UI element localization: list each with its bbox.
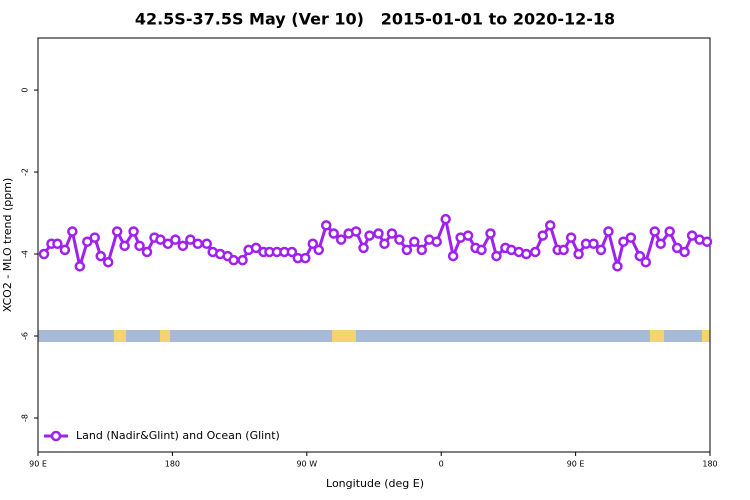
data-point [655,238,666,250]
data-point [286,246,298,258]
band-patch [702,330,710,342]
data-point [82,236,93,247]
y-tick-label: -4 [21,250,30,258]
data-point [394,234,405,245]
y-tick-label: -2 [21,168,30,176]
data-point [573,248,584,260]
data-point [634,250,646,262]
data-point [38,248,50,260]
data-point [358,242,369,254]
data-point [416,244,428,256]
data-point [320,220,332,231]
data-point [102,256,114,268]
data-point [250,242,262,254]
data-point [401,244,413,256]
data-point [686,230,698,241]
data-point [618,236,629,247]
band-patch [650,330,664,342]
data-point [625,232,637,243]
data-point [386,228,398,239]
data-point [640,256,652,268]
data-point [409,236,420,247]
data-point [67,226,78,237]
band-patch [114,330,126,342]
data-point [192,238,204,250]
legend-label: Land (Nadir&Glint) and Ocean (Glint) [76,429,280,442]
data-point [313,244,324,256]
data-point [612,261,623,272]
data-point [350,226,362,237]
data-point [462,230,474,241]
x-tick-label: 0 [439,460,444,469]
data-point [379,238,390,250]
data-point [134,240,145,252]
data-point [431,236,442,247]
data-point [128,226,139,237]
surface-band [38,330,710,342]
data-point [537,230,548,241]
band [38,330,710,342]
data-point [335,234,347,245]
data-point [59,244,71,256]
data-point [328,228,339,239]
data-point [603,226,614,237]
data-point [74,261,86,272]
data-point [237,254,248,266]
data-point [485,228,496,239]
x-tick-label: 90 E [567,460,585,469]
data-point [201,238,212,250]
data-point [141,246,153,258]
data-point [111,226,123,237]
band-patch [160,330,170,342]
data-point [649,226,660,237]
data-point [228,254,239,266]
data-point [447,250,459,262]
data-point [530,246,541,258]
data-point [671,242,683,254]
data-point [491,250,502,262]
y-tick-label: -8 [21,414,30,422]
data-point [89,232,100,243]
data-point [52,238,63,250]
data-point [307,238,319,250]
data-point [170,234,181,245]
data-point [300,252,311,264]
data-point [565,232,577,243]
data-point [476,244,487,256]
data-point [185,234,196,245]
chart-title: 42.5S-37.5S May (Ver 10) 2015-01-01 to 2… [135,10,615,29]
y-tick-label: -6 [21,332,30,340]
x-tick-label: 180 [702,460,717,469]
data-point [701,236,713,247]
data-point [95,250,106,262]
x-tick-label: 90 W [296,460,317,469]
y-tick-label: 0 [21,88,30,93]
data-point [664,226,675,237]
legend-marker [50,430,62,442]
y-axis-label: XCO2 - MLO trend (ppm) [1,178,14,313]
data-point [595,244,607,256]
data-point [177,240,189,252]
data-point [155,234,166,245]
x-axis-label: Longitude (deg E) [326,477,424,490]
x-tick-label: 90 E [29,460,47,469]
data-point [679,246,690,258]
data-point [119,240,130,252]
data-point [544,220,556,231]
data-point [373,228,384,239]
data-point [440,213,451,225]
data-point [521,248,532,260]
data-point [364,230,375,241]
data-point [162,238,174,250]
x-tick-label: 180 [165,460,180,469]
data-point [588,238,599,250]
band-patch [332,330,356,342]
data-point [558,244,569,256]
